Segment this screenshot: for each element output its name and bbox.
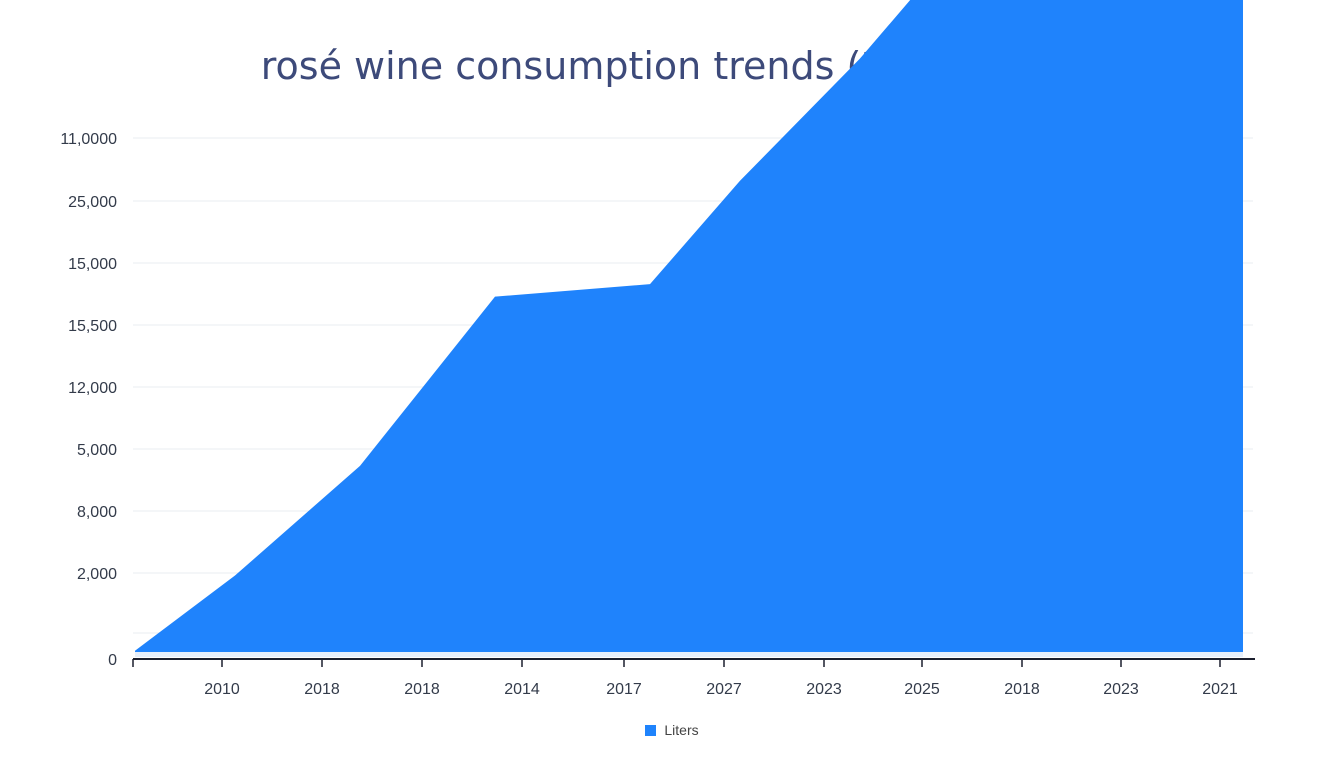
legend-swatch: [645, 724, 657, 736]
y-tick-label: 5,000: [77, 442, 117, 459]
x-tick-label: 2023: [806, 681, 842, 698]
y-tick-label: 15,000: [68, 256, 117, 273]
x-tick-label: 2021: [1202, 681, 1238, 698]
x-tick-label: 2027: [706, 681, 742, 698]
y-tick-label: 15,500: [68, 318, 117, 335]
area-series: [135, 0, 1243, 652]
x-tick-label: 2017: [606, 681, 642, 698]
legend: Liters: [0, 722, 1344, 738]
x-tick-label: 2010: [204, 681, 240, 698]
y-tick-label: 12,000: [68, 380, 117, 397]
x-tick-label: 2018: [1004, 681, 1040, 698]
y-tick-label: 25,000: [68, 194, 117, 211]
y-tick-label: 11,0000: [60, 131, 117, 148]
y-tick-label: 0: [108, 652, 117, 669]
y-tick-label: 8,000: [77, 504, 117, 521]
y-tick-label: 2,000: [77, 566, 117, 583]
baseline-band: [135, 652, 1243, 657]
x-tick-label: 2025: [904, 681, 940, 698]
x-tick-label: 2023: [1103, 681, 1139, 698]
x-tick-label: 2014: [504, 681, 540, 698]
x-tick-label: 2018: [304, 681, 340, 698]
x-tick-label: 2018: [404, 681, 440, 698]
legend-label: Liters: [664, 722, 699, 738]
